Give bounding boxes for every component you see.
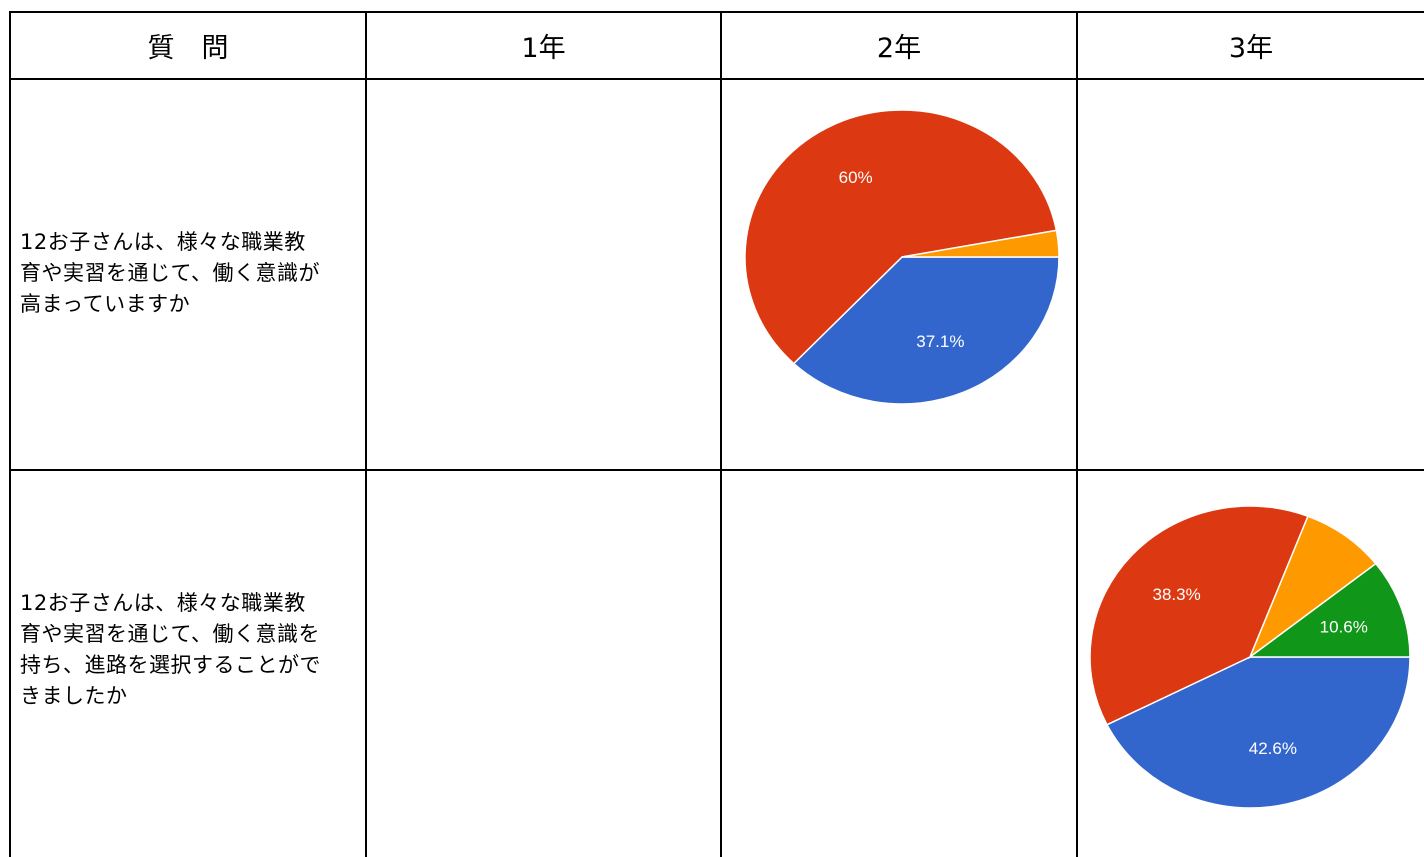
pie-slice-label: 10.6% [1320, 617, 1368, 636]
question-line: 持ち、進路を選択することがで [20, 653, 321, 677]
pie-slice [1105, 656, 1411, 809]
question-text: 12お子さんは、様々な職業教 育や実習を通じて、働く意識が 高まっていますか [20, 227, 365, 320]
pie-slice [1248, 515, 1377, 660]
question-line: 12お子さんは、様々な職業教 [20, 230, 306, 254]
pie-slice [744, 109, 1058, 365]
row-divider [9, 469, 1424, 471]
pie-slice-label: 38.3% [1153, 585, 1201, 604]
pie-slice-label: 37.1% [916, 332, 964, 351]
question-text: 12お子さんは、様々な職業教 育や実習を通じて、働く意識を 持ち、進路を選択する… [20, 588, 365, 712]
question-line: きましたか [20, 684, 128, 708]
question-line: 育や実習を通じて、働く意識を [20, 622, 320, 646]
header-grade-1: 1年 [521, 32, 566, 64]
question-line: 育や実習を通じて、働く意識が [20, 261, 320, 285]
header-grade-2: 2年 [876, 32, 922, 64]
pie-slice [901, 229, 1060, 258]
table-border-left [9, 11, 11, 857]
pie-slice-label: 42.6% [1249, 739, 1297, 758]
header-grade-3: 3年 [1228, 32, 1274, 64]
question-line: 12お子さんは、様々な職業教 [20, 591, 306, 615]
column-divider [1076, 11, 1078, 857]
pie-slice [1247, 562, 1411, 658]
pie-slice-label: 60% [839, 168, 873, 187]
header-question: 質 問 [147, 32, 229, 64]
question-line: 高まっていますか [20, 292, 191, 316]
pie-slice [792, 256, 1060, 405]
pie-slice [1089, 505, 1309, 726]
pie-chart-row2-grade3: 42.6% 38.3% 10.6% [1089, 505, 1411, 809]
column-divider [720, 11, 722, 857]
header-divider [9, 78, 1424, 80]
column-divider [365, 11, 367, 857]
table-border-top [9, 11, 1424, 13]
pie-chart-row1-grade2: 37.1% 60% [744, 109, 1060, 405]
